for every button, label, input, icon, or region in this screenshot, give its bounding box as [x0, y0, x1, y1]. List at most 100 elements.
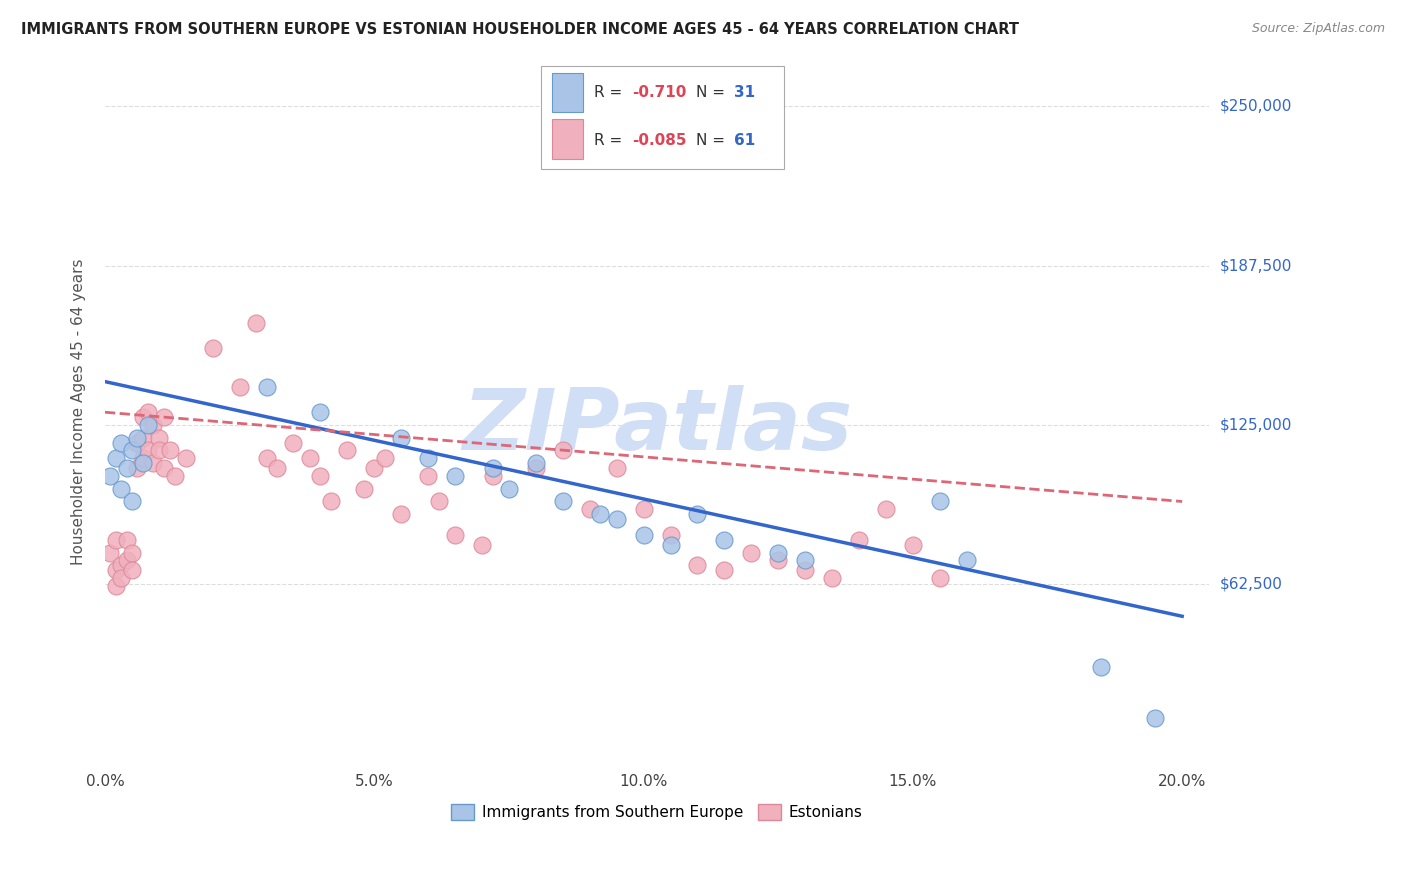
- Text: N =: N =: [696, 86, 730, 101]
- Point: [121, 443, 143, 458]
- Point: [956, 553, 979, 567]
- Text: $62,500: $62,500: [1220, 577, 1284, 592]
- Text: $187,500: $187,500: [1220, 258, 1292, 273]
- Point: [901, 538, 924, 552]
- Point: [589, 508, 612, 522]
- FancyBboxPatch shape: [541, 66, 785, 169]
- Point: [498, 482, 520, 496]
- Point: [389, 431, 412, 445]
- Point: [336, 443, 359, 458]
- Point: [153, 410, 176, 425]
- Legend: Immigrants from Southern Europe, Estonians: Immigrants from Southern Europe, Estonia…: [446, 797, 869, 826]
- Point: [794, 553, 817, 567]
- Point: [142, 417, 165, 432]
- Point: [321, 494, 343, 508]
- Point: [131, 410, 153, 425]
- Point: [578, 502, 600, 516]
- Point: [481, 461, 503, 475]
- Text: $125,000: $125,000: [1220, 417, 1292, 433]
- Text: $250,000: $250,000: [1220, 99, 1292, 113]
- Point: [418, 451, 440, 466]
- Point: [131, 431, 153, 445]
- Text: R =: R =: [595, 86, 627, 101]
- Point: [1144, 711, 1167, 725]
- Point: [100, 469, 122, 483]
- Point: [110, 482, 132, 496]
- Point: [524, 461, 547, 475]
- Point: [686, 508, 709, 522]
- Point: [418, 469, 440, 483]
- Point: [245, 316, 267, 330]
- Point: [768, 553, 790, 567]
- Point: [363, 461, 385, 475]
- Point: [740, 545, 762, 559]
- Text: R =: R =: [595, 133, 627, 148]
- Point: [104, 451, 127, 466]
- Point: [524, 456, 547, 470]
- Text: Source: ZipAtlas.com: Source: ZipAtlas.com: [1251, 22, 1385, 36]
- Point: [121, 563, 143, 577]
- Point: [104, 533, 127, 547]
- Point: [298, 451, 321, 466]
- Point: [148, 443, 170, 458]
- Point: [115, 461, 138, 475]
- Point: [136, 443, 159, 458]
- Point: [121, 494, 143, 508]
- FancyBboxPatch shape: [553, 120, 583, 159]
- Point: [283, 435, 305, 450]
- Point: [928, 571, 950, 585]
- Point: [821, 571, 844, 585]
- Text: N =: N =: [696, 133, 730, 148]
- Point: [228, 380, 250, 394]
- Point: [142, 456, 165, 470]
- Point: [427, 494, 450, 508]
- Point: [131, 451, 153, 466]
- Point: [153, 461, 176, 475]
- Point: [768, 545, 790, 559]
- Text: ZIPatlas: ZIPatlas: [463, 385, 852, 468]
- Point: [127, 431, 149, 445]
- Text: -0.085: -0.085: [631, 133, 686, 148]
- Point: [104, 563, 127, 577]
- Point: [115, 533, 138, 547]
- Point: [163, 469, 186, 483]
- Point: [115, 553, 138, 567]
- FancyBboxPatch shape: [553, 73, 583, 112]
- Point: [633, 502, 655, 516]
- Point: [136, 417, 159, 432]
- Point: [110, 558, 132, 573]
- Point: [148, 431, 170, 445]
- Point: [159, 443, 181, 458]
- Point: [100, 545, 122, 559]
- Point: [606, 461, 628, 475]
- Point: [633, 527, 655, 541]
- Point: [266, 461, 288, 475]
- Point: [928, 494, 950, 508]
- Point: [353, 482, 375, 496]
- Point: [309, 405, 332, 419]
- Point: [110, 571, 132, 585]
- Point: [389, 508, 412, 522]
- Point: [256, 380, 278, 394]
- Point: [127, 435, 149, 450]
- Text: IMMIGRANTS FROM SOUTHERN EUROPE VS ESTONIAN HOUSEHOLDER INCOME AGES 45 - 64 YEAR: IMMIGRANTS FROM SOUTHERN EUROPE VS ESTON…: [21, 22, 1019, 37]
- Point: [659, 538, 682, 552]
- Point: [713, 533, 735, 547]
- Point: [127, 461, 149, 475]
- Point: [374, 451, 396, 466]
- Point: [131, 456, 153, 470]
- Text: 31: 31: [734, 86, 755, 101]
- Point: [551, 494, 574, 508]
- Point: [686, 558, 709, 573]
- Point: [174, 451, 197, 466]
- Point: [713, 563, 735, 577]
- Point: [136, 405, 159, 419]
- Point: [444, 527, 467, 541]
- Point: [256, 451, 278, 466]
- Text: -0.710: -0.710: [631, 86, 686, 101]
- Point: [1090, 660, 1112, 674]
- Point: [121, 545, 143, 559]
- Point: [110, 435, 132, 450]
- Point: [309, 469, 332, 483]
- Point: [201, 342, 224, 356]
